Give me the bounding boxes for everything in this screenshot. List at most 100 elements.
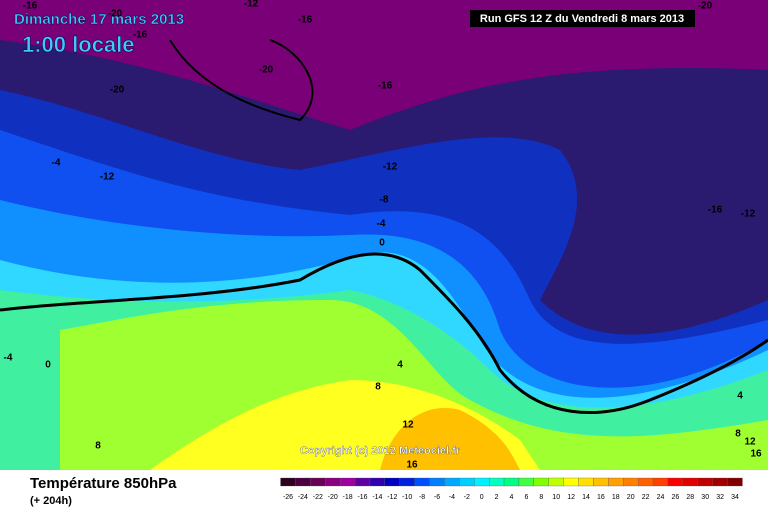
legend-label: 2: [495, 494, 499, 501]
contour-label: -16: [23, 1, 38, 12]
legend-label: 30: [701, 494, 709, 501]
legend-label: -24: [298, 494, 308, 501]
legend-swatch: [310, 477, 326, 487]
legend-label: 12: [567, 494, 575, 501]
contour-label: -8: [380, 195, 389, 206]
legend-swatch: [399, 477, 415, 487]
legend-swatch: [578, 477, 594, 487]
legend-swatch: [414, 477, 430, 487]
legend-label: -18: [343, 494, 353, 501]
run-box: [470, 10, 695, 27]
run-label: Run GFS 12 Z du Vendredi 8 mars 2013: [480, 13, 684, 25]
legend-label: 16: [597, 494, 605, 501]
legend-swatch: [384, 477, 400, 487]
legend-label: 34: [731, 494, 739, 501]
legend-label: 8: [539, 494, 543, 501]
contour-label: -4: [377, 219, 386, 230]
contour-label: 8: [375, 382, 381, 393]
legend-label: -16: [357, 494, 367, 501]
legend-swatch: [280, 477, 296, 487]
contour-label: -16: [378, 81, 393, 92]
contour-label: -20: [698, 1, 713, 12]
contour-label: -12: [383, 162, 398, 173]
legend-label: -2: [464, 494, 470, 501]
legend-swatch: [638, 477, 654, 487]
legend-label: -8: [419, 494, 425, 501]
legend-swatch: [667, 477, 684, 487]
contour-label: -12: [100, 172, 115, 183]
footer-lead: (+ 204h): [30, 495, 72, 507]
legend-label: 22: [642, 494, 650, 501]
legend-swatch: [474, 477, 490, 487]
legend-label: -26: [283, 494, 293, 501]
contour-label: 4: [737, 391, 743, 402]
contour-label: -12: [244, 0, 259, 10]
contour-label: -20: [259, 65, 274, 76]
legend-label: 18: [612, 494, 620, 501]
copyright: Copyright (c) 2012 Meteociel.fr: [300, 445, 461, 457]
legend-swatch: [593, 477, 609, 487]
color-legend: -26 -24 -22 -20 -18 -16 -14 -12 -10 -8 -6 -4 -2 0 2 4 6 8…: [280, 477, 743, 501]
legend-swatch: [369, 477, 386, 487]
contour-label: 16: [750, 449, 762, 460]
contour-label: -12: [741, 209, 756, 220]
legend-swatch: [548, 477, 564, 487]
isotherm: [169, 39, 314, 122]
contour-label: -16: [298, 15, 313, 26]
legend-swatch: [444, 477, 460, 487]
legend-label: 32: [716, 494, 724, 501]
legend-swatch: [697, 477, 713, 487]
legend-swatch: [459, 477, 475, 487]
legend-label: 0: [480, 494, 484, 501]
contour-label: -4: [52, 158, 61, 169]
contour-label: 0: [379, 238, 385, 249]
zero-isotherm: [0, 252, 768, 414]
footer-title: Température 850hPa: [30, 475, 177, 492]
legend-swatch: [518, 477, 535, 487]
legend-label: 28: [686, 494, 694, 501]
contour-label: -4: [4, 353, 13, 364]
legend-label: 26: [672, 494, 680, 501]
legend-label: -12: [387, 494, 397, 501]
legend-swatch: [623, 477, 639, 487]
map-time: 1:00 locale: [22, 32, 135, 57]
legend-label: 6: [524, 494, 528, 501]
contour-label: -16: [708, 205, 723, 216]
legend-swatch: [682, 477, 698, 487]
contour-labels: -16 -20 -12 -16 -16 -20 -20 -16 -20 -4 -12 -12 -8 -4 0…: [4, 0, 762, 471]
contour-label: 4: [397, 360, 403, 371]
legend-label: -20: [328, 494, 338, 501]
contour-label: -16: [133, 30, 148, 41]
contour-label: 8: [95, 441, 101, 452]
legend-label: -6: [434, 494, 440, 501]
legend-swatch: [354, 477, 371, 487]
legend-swatch: [429, 477, 445, 487]
legend-label: 20: [627, 494, 635, 501]
band: [380, 408, 520, 470]
legend-swatch: [652, 477, 669, 487]
legend-swatch: [608, 477, 624, 487]
legend-swatch: [339, 477, 356, 487]
legend-label: 10: [552, 494, 560, 501]
legend-swatch: [503, 477, 520, 487]
legend-swatch: [325, 477, 341, 487]
contour-label: 12: [744, 437, 756, 448]
legend-label: 24: [657, 494, 665, 501]
map-title: Dimanche 17 mars 2013: [14, 11, 184, 28]
temperature-field: [0, 0, 768, 470]
legend-label: -22: [313, 494, 323, 501]
legend-swatch: [727, 477, 743, 487]
legend-swatch: [488, 477, 505, 487]
legend-label: -14: [372, 494, 382, 501]
legend-label: -4: [449, 494, 455, 501]
legend-label: 14: [582, 494, 590, 501]
contour-label: 16: [406, 460, 418, 471]
legend-swatch: [712, 477, 728, 487]
legend-label: 4: [510, 494, 514, 501]
contour-label: -20: [108, 9, 123, 20]
legend-label: -10: [402, 494, 412, 501]
legend-swatch: [563, 477, 579, 487]
legend-swatch: [295, 477, 311, 487]
contour-label: 8: [735, 429, 741, 440]
contour-label: 12: [402, 420, 414, 431]
